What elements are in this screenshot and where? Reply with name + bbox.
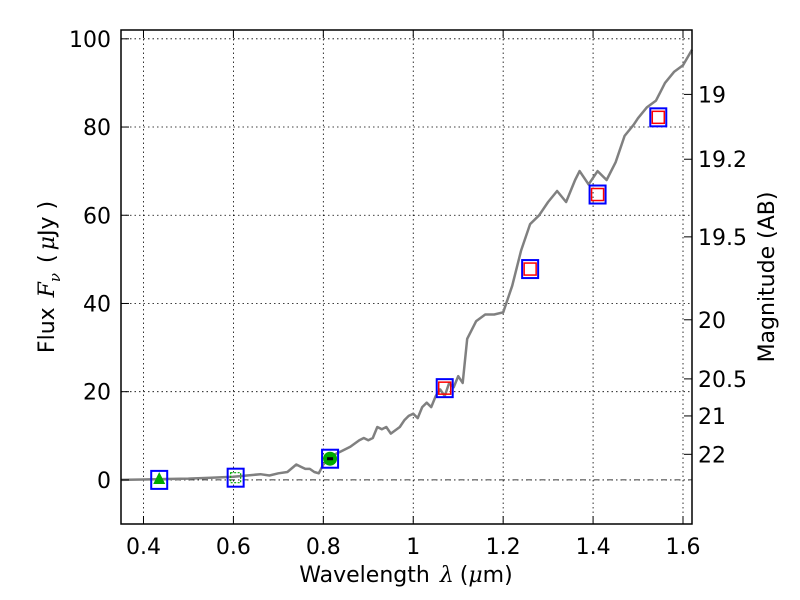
y2-axis-title: Magnitude (AB)	[755, 192, 780, 363]
y-tick-label: 60	[83, 204, 111, 229]
y-tick-label: 20	[83, 381, 111, 406]
model-photometry-marker	[226, 467, 245, 488]
grid	[121, 30, 692, 524]
y2-tick-label: 20	[698, 309, 726, 334]
ticks: 0.4 0.6 0.8 1 1.2 1.4 1.6 0 20 40 60 80 100 19 19.2 19.…	[69, 28, 747, 560]
model-photometry-marker	[649, 107, 668, 128]
observed-nir-marker	[437, 381, 452, 395]
observed-nir-marker	[651, 110, 666, 125]
y-tick-label: 80	[83, 116, 111, 141]
model-photometry-marker	[435, 378, 454, 399]
x-tick-label: 1	[406, 535, 420, 560]
y2-tick-label: 20.5	[698, 368, 747, 393]
model-photometry-marker	[588, 184, 607, 205]
y2-tick-label: 19	[698, 83, 726, 108]
y-tick-label: 0	[97, 469, 111, 494]
x-tick-label: 0.8	[306, 535, 341, 560]
y2-tick-label: 22	[698, 443, 726, 468]
y2-tick-label: 19.5	[698, 226, 747, 251]
x-tick-label: 0.4	[126, 535, 161, 560]
observed-nir-marker	[590, 187, 605, 202]
spectrum-line	[120, 49, 694, 482]
x-tick-label: 1.4	[576, 535, 611, 560]
model-photometry-marker	[150, 469, 169, 490]
x-tick-label: 1.2	[486, 535, 521, 560]
observed-optical-triangle	[153, 472, 166, 485]
observed-optical-square	[230, 472, 242, 484]
y-tick-label: 100	[69, 28, 111, 53]
observed-optical-errorbar	[327, 457, 334, 461]
y2-tick-label: 21	[698, 405, 726, 430]
y-axis-title: FluxFν(μJy )	[35, 201, 64, 353]
x-tick-label: 0.6	[216, 535, 251, 560]
model-photometry-marker	[321, 448, 340, 469]
y-tick-label: 40	[83, 292, 111, 317]
y2-tick-label: 19.2	[698, 148, 747, 173]
x-axis-title: Wavelength λ (μm)	[299, 563, 512, 588]
model-photometry-marker	[521, 259, 540, 280]
observed-nir-marker	[523, 262, 537, 276]
plot-frame	[120, 29, 693, 525]
x-tick-label: 1.6	[666, 535, 701, 560]
series-layer	[120, 49, 694, 490]
